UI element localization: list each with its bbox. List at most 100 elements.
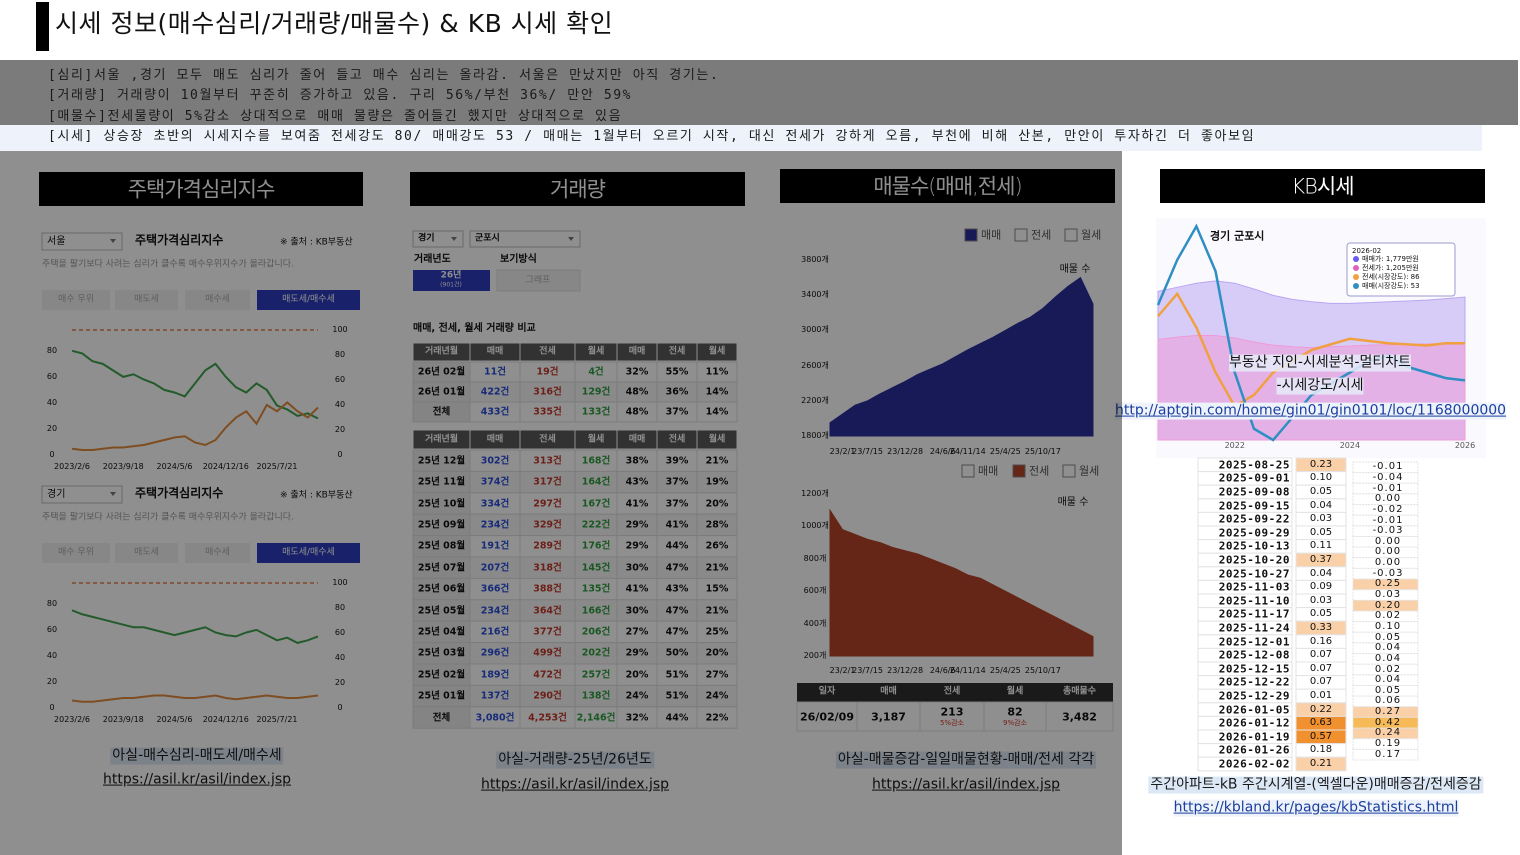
table-value: 25년 09월 (417, 519, 466, 531)
table-value: 29% (625, 540, 649, 552)
table-value: 55% (665, 366, 689, 378)
sale-change: 0.16 (1309, 635, 1333, 647)
y-tick-label: 3800개 (801, 255, 829, 265)
legend-label: 전세 (1029, 464, 1050, 478)
line (71, 694, 319, 703)
tab-label: 매도세 (134, 547, 159, 558)
table-value: 289건 (533, 540, 562, 552)
y2-tick-label: 20 (334, 678, 346, 688)
panel-header (780, 169, 1115, 203)
table-value: 51% (665, 690, 689, 702)
table-value: 30% (625, 561, 649, 573)
date: 2025-09-15 (1218, 499, 1290, 512)
table-value: 44% (665, 540, 689, 552)
table-value: 20% (625, 668, 649, 680)
tooltip-item: 전세(시장강도): 86 (1362, 272, 1420, 281)
date: 2025-12-22 (1218, 675, 1290, 689)
legend-box (1062, 464, 1076, 478)
y2-tick-label: 100 (332, 325, 348, 335)
y2-tick-label: 0 (337, 450, 343, 460)
date: 2025-09-08 (1218, 485, 1290, 499)
y2-tick-label: 60 (334, 375, 346, 385)
table-value: 25년 04월 (417, 626, 466, 638)
x-tick-label: 2024/5/6 (156, 462, 193, 472)
description: 주택을 팔기보다 사려는 심리가 클수록 매수우위지수가 올라갑니다. (42, 512, 294, 523)
table-value: 25년 05월 (417, 604, 466, 616)
panel-title: KB시세 (1291, 174, 1354, 199)
table-value: 21% (705, 604, 729, 616)
x-tick-label: 23/12/28 (887, 666, 924, 676)
tab-label: 매수 우위 (58, 294, 94, 305)
panel-link[interactable]: https://asil.kr/asil/index.jsp (480, 776, 670, 793)
legend-box (1012, 464, 1026, 478)
y-tick-label: 20 (46, 424, 58, 434)
table-value: 366건 (480, 583, 510, 595)
x-tick-label: 24/11/14 (949, 666, 986, 676)
dropdown-arrow (110, 239, 116, 243)
table-value: 29% (625, 647, 649, 659)
y-tick-label: 60 (46, 372, 58, 382)
table-header: 일자 (818, 686, 836, 697)
table-header: 월세 (708, 434, 726, 445)
jeonse-change: 0.19 (1374, 738, 1402, 750)
x-tick-label: 2024/12/16 (202, 715, 249, 725)
x-tick-label: 24/6/6 (929, 447, 956, 457)
region: 경기 군포시 (1210, 229, 1265, 243)
date: 2026-01-12 (1218, 716, 1290, 730)
table-value: 329건 (533, 519, 562, 531)
chart-link[interactable]: http://aptgin.com/home/gin01/gin0101/loc… (1115, 402, 1507, 420)
jeonse-change: 0.25 (1374, 578, 1402, 590)
x-tick-label: 23/2/1 (829, 447, 856, 457)
table-value: 37% (665, 406, 689, 418)
panel-link[interactable]: https://asil.kr/asil/index.jsp (871, 776, 1061, 793)
date: 2026-02-02 (1218, 757, 1290, 771)
date: 2025-12-29 (1218, 689, 1290, 703)
table-value: 3,187 (871, 710, 906, 724)
table-value: 377건 (533, 626, 562, 638)
note-line: [매물수]전세물량이 5%감소 상대적으로 매매 물량은 줄어들긴 했지만 상대… (48, 108, 623, 124)
sale-change: 0.07 (1309, 676, 1333, 688)
table-value: 14% (705, 406, 729, 418)
table-value: 44% (665, 711, 689, 723)
sale-change: 0.22 (1309, 703, 1333, 715)
legend-label: 매매 (981, 228, 1002, 242)
sale-change: 0.11 (1309, 540, 1333, 552)
date: 2025-09-29 (1218, 526, 1290, 540)
table-header: 전세 (943, 686, 961, 697)
table-value: 26년 01월 (417, 386, 466, 398)
y-tick-label: 2200개 (801, 396, 829, 405)
table-value: 3,080건 (475, 711, 515, 723)
tab-label: 매도세/매수세 (282, 294, 335, 305)
table-cell (856, 701, 921, 732)
sale-change: 0.05 (1309, 608, 1333, 620)
table-value: 27% (625, 626, 649, 638)
date: 2025-09-01 (1218, 471, 1290, 485)
table-value: 48% (625, 406, 649, 418)
table-header: 전세 (668, 346, 686, 357)
x-tick-label: 2023/9/18 (102, 715, 144, 725)
x-tick-label: 2023/2/6 (54, 462, 90, 472)
legend-label: 월세 (1079, 464, 1100, 478)
y-tick-label: 3000개 (801, 325, 829, 335)
panel-link[interactable]: https://asil.kr/asil/index.jsp (102, 771, 292, 788)
table-header-cell (696, 429, 738, 450)
sale-change: 0.63 (1309, 717, 1333, 729)
legend-label: 전세 (1031, 228, 1052, 242)
table-cell (1045, 701, 1114, 732)
date: 2025-12-08 (1218, 648, 1290, 662)
tab (185, 290, 250, 310)
table-cell (796, 701, 858, 732)
tab-label: 매도세 (134, 294, 159, 305)
sale-change: 0.10 (1309, 472, 1333, 484)
y2-tick-label: 80 (334, 603, 346, 613)
panel-link[interactable]: https://kbland.kr/pages/kbStatistics.htm… (1173, 799, 1459, 817)
table-value: 216건 (480, 626, 510, 638)
table-value: 4건 (588, 366, 604, 378)
sale-change: 0.21 (1309, 758, 1333, 769)
title-bar-accent (36, 2, 49, 51)
year-button (413, 270, 490, 291)
tooltip-dot (1353, 283, 1359, 289)
table-value: 14% (705, 386, 729, 398)
dropdown-arrow (110, 492, 116, 496)
table-value: 47% (665, 626, 689, 638)
